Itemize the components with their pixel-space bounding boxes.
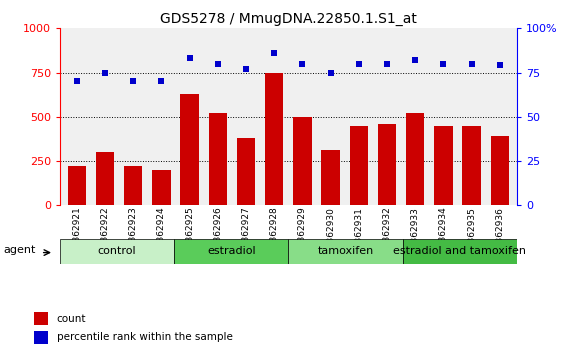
Bar xyxy=(208,113,227,205)
Title: GDS5278 / MmugDNA.22850.1.S1_at: GDS5278 / MmugDNA.22850.1.S1_at xyxy=(160,12,417,26)
Bar xyxy=(174,239,288,264)
Bar xyxy=(490,136,509,205)
Text: percentile rank within the sample: percentile rank within the sample xyxy=(57,332,233,342)
Bar xyxy=(237,138,255,205)
Bar xyxy=(96,152,114,205)
Point xyxy=(439,61,448,67)
Bar xyxy=(68,166,86,205)
Bar xyxy=(180,94,199,205)
Bar xyxy=(265,73,283,205)
Bar xyxy=(406,113,424,205)
Bar xyxy=(60,239,174,264)
Bar xyxy=(34,313,48,325)
Point xyxy=(495,63,504,68)
Bar xyxy=(293,117,312,205)
Point xyxy=(157,79,166,84)
Text: count: count xyxy=(57,314,86,324)
Bar xyxy=(321,150,340,205)
Point xyxy=(214,61,223,67)
Text: agent: agent xyxy=(3,245,35,255)
Point xyxy=(242,66,251,72)
Point xyxy=(270,50,279,56)
Point xyxy=(354,61,363,67)
Bar xyxy=(124,166,142,205)
Point xyxy=(326,70,335,75)
Text: estradiol: estradiol xyxy=(207,246,256,256)
Bar xyxy=(463,126,481,205)
Point xyxy=(383,61,392,67)
Point xyxy=(100,70,110,75)
Bar xyxy=(288,239,403,264)
Point xyxy=(185,56,194,61)
Bar xyxy=(435,126,453,205)
Point xyxy=(73,79,82,84)
Bar xyxy=(152,170,171,205)
Text: estradiol and tamoxifen: estradiol and tamoxifen xyxy=(393,246,526,256)
Text: control: control xyxy=(98,246,136,256)
Bar xyxy=(403,239,517,264)
Point xyxy=(411,57,420,63)
Bar xyxy=(349,126,368,205)
Point xyxy=(128,79,138,84)
Text: tamoxifen: tamoxifen xyxy=(317,246,373,256)
Point xyxy=(298,61,307,67)
Bar xyxy=(34,331,48,343)
Bar xyxy=(378,124,396,205)
Point xyxy=(467,61,476,67)
